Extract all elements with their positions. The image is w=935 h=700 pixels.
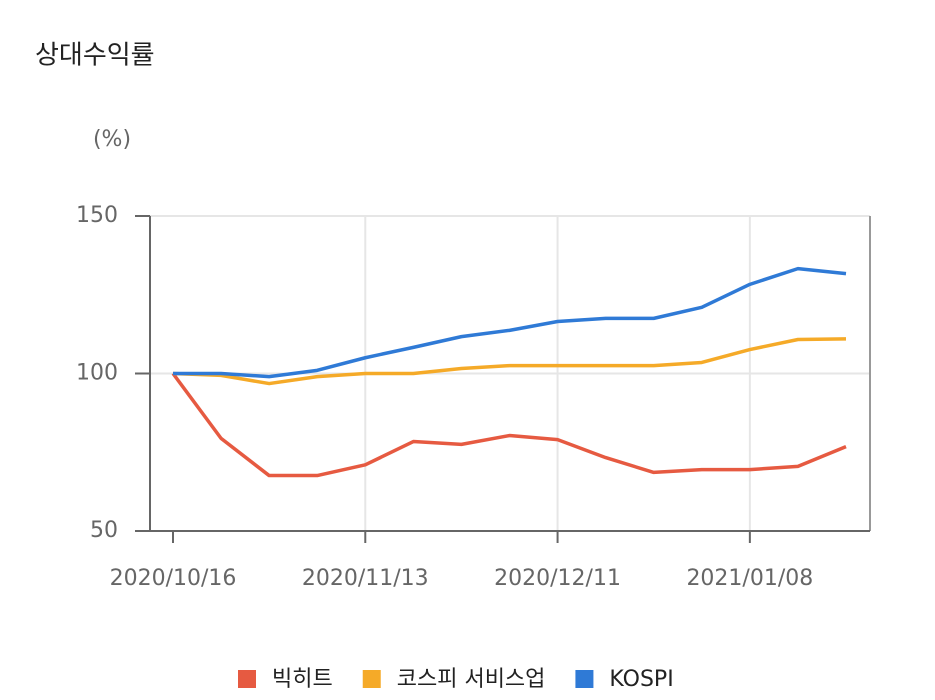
x-tick-label: 2020/10/16 [110,566,237,591]
legend-swatch [362,670,381,688]
line-series [173,266,847,379]
line-series [171,372,847,478]
line-series [172,337,847,386]
legend-label: KOSPI [609,667,673,692]
y-tick-label: 150 [76,203,118,228]
x-tick-label: 2020/11/13 [302,566,429,591]
y-axis-label: (%) [93,127,131,152]
legend-swatch [238,670,256,688]
x-tick-label: 2020/12/11 [494,566,621,591]
legend-swatch [575,670,594,688]
chart-title: 상대수익률 [35,41,155,71]
y-tick-label: 100 [76,361,118,386]
y-tick-label: 50 [90,518,118,543]
x-tick-label: 2021/01/08 [686,566,813,591]
legend-label: 코스피 서비스업 [397,667,546,692]
legend-label: 빅히트 [272,667,333,692]
